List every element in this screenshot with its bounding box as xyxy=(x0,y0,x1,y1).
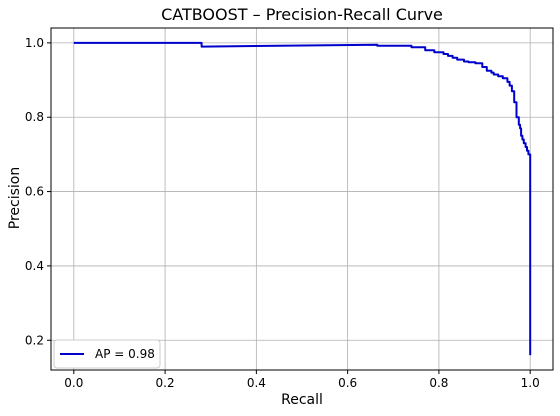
legend-label: AP = 0.98 xyxy=(95,347,155,361)
y-tick-label: 1.0 xyxy=(25,36,44,50)
x-tick-label: 0.8 xyxy=(429,376,448,390)
x-tick-label: 0.2 xyxy=(156,376,175,390)
grid xyxy=(51,28,553,370)
x-axis-label: Recall xyxy=(281,392,323,408)
y-tick-label: 0.4 xyxy=(25,259,44,273)
x-tick-label: 0.6 xyxy=(338,376,357,390)
plot-frame xyxy=(50,27,554,371)
legend: AP = 0.98 xyxy=(53,339,161,369)
x-tick-label: 0.0 xyxy=(64,376,83,390)
pr-curve-line xyxy=(73,41,532,356)
y-tick-label: 0.2 xyxy=(25,333,44,347)
chart-title: CATBOOST – Precision-Recall Curve xyxy=(161,5,443,24)
x-tick-label: 0.4 xyxy=(247,376,266,390)
y-axis-label: Precision xyxy=(7,167,23,229)
x-axis: 0.0 0.2 0.4 0.6 0.8 1.0 xyxy=(64,370,540,390)
x-tick-label: 1.0 xyxy=(521,376,540,390)
y-axis: 0.2 0.4 0.6 0.8 1.0 xyxy=(25,36,51,347)
y-tick-label: 0.6 xyxy=(25,185,44,199)
legend-box xyxy=(53,339,161,369)
y-tick-label: 0.8 xyxy=(25,110,44,124)
series-layer xyxy=(73,41,532,356)
